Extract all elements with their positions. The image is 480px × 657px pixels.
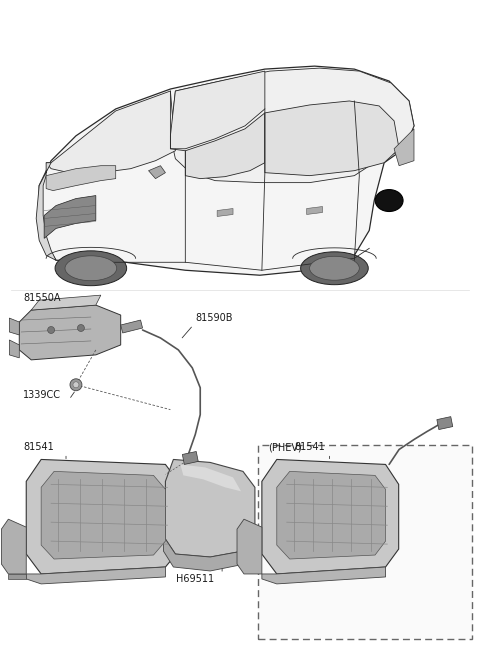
Polygon shape bbox=[36, 163, 56, 260]
Polygon shape bbox=[170, 71, 265, 148]
Polygon shape bbox=[262, 459, 399, 574]
Polygon shape bbox=[170, 68, 414, 183]
Ellipse shape bbox=[65, 256, 117, 281]
Polygon shape bbox=[9, 318, 19, 335]
Text: 81590B: 81590B bbox=[195, 313, 233, 323]
Polygon shape bbox=[265, 101, 399, 175]
Ellipse shape bbox=[375, 190, 403, 212]
Polygon shape bbox=[437, 417, 453, 430]
Polygon shape bbox=[148, 166, 166, 179]
Polygon shape bbox=[217, 208, 233, 216]
Polygon shape bbox=[394, 129, 414, 166]
Polygon shape bbox=[8, 574, 26, 579]
Text: 81541: 81541 bbox=[295, 443, 325, 453]
Polygon shape bbox=[307, 206, 323, 214]
Ellipse shape bbox=[300, 252, 368, 284]
Polygon shape bbox=[46, 166, 116, 191]
Polygon shape bbox=[41, 471, 166, 559]
Polygon shape bbox=[120, 320, 143, 333]
Polygon shape bbox=[44, 196, 96, 238]
Polygon shape bbox=[277, 471, 385, 559]
Polygon shape bbox=[26, 567, 166, 584]
Text: 1339CC: 1339CC bbox=[23, 390, 61, 399]
Polygon shape bbox=[26, 459, 180, 574]
Text: H69511: H69511 bbox=[176, 574, 215, 584]
Polygon shape bbox=[237, 519, 262, 574]
FancyBboxPatch shape bbox=[258, 445, 472, 639]
Polygon shape bbox=[9, 340, 19, 358]
Ellipse shape bbox=[310, 256, 360, 280]
Polygon shape bbox=[262, 567, 385, 584]
Polygon shape bbox=[31, 295, 101, 310]
Polygon shape bbox=[1, 519, 26, 574]
Text: (PHEV): (PHEV) bbox=[268, 443, 301, 453]
Polygon shape bbox=[166, 459, 255, 557]
Polygon shape bbox=[185, 113, 265, 179]
Ellipse shape bbox=[55, 251, 127, 286]
Polygon shape bbox=[164, 537, 257, 571]
Polygon shape bbox=[46, 91, 175, 173]
Circle shape bbox=[48, 327, 55, 334]
Polygon shape bbox=[19, 305, 120, 360]
Text: 81541: 81541 bbox=[23, 443, 54, 453]
Circle shape bbox=[70, 379, 82, 391]
Circle shape bbox=[77, 325, 84, 332]
Circle shape bbox=[73, 382, 79, 388]
Polygon shape bbox=[182, 451, 198, 464]
Polygon shape bbox=[39, 66, 414, 275]
Text: 81550A: 81550A bbox=[23, 293, 61, 303]
Polygon shape bbox=[180, 464, 241, 491]
